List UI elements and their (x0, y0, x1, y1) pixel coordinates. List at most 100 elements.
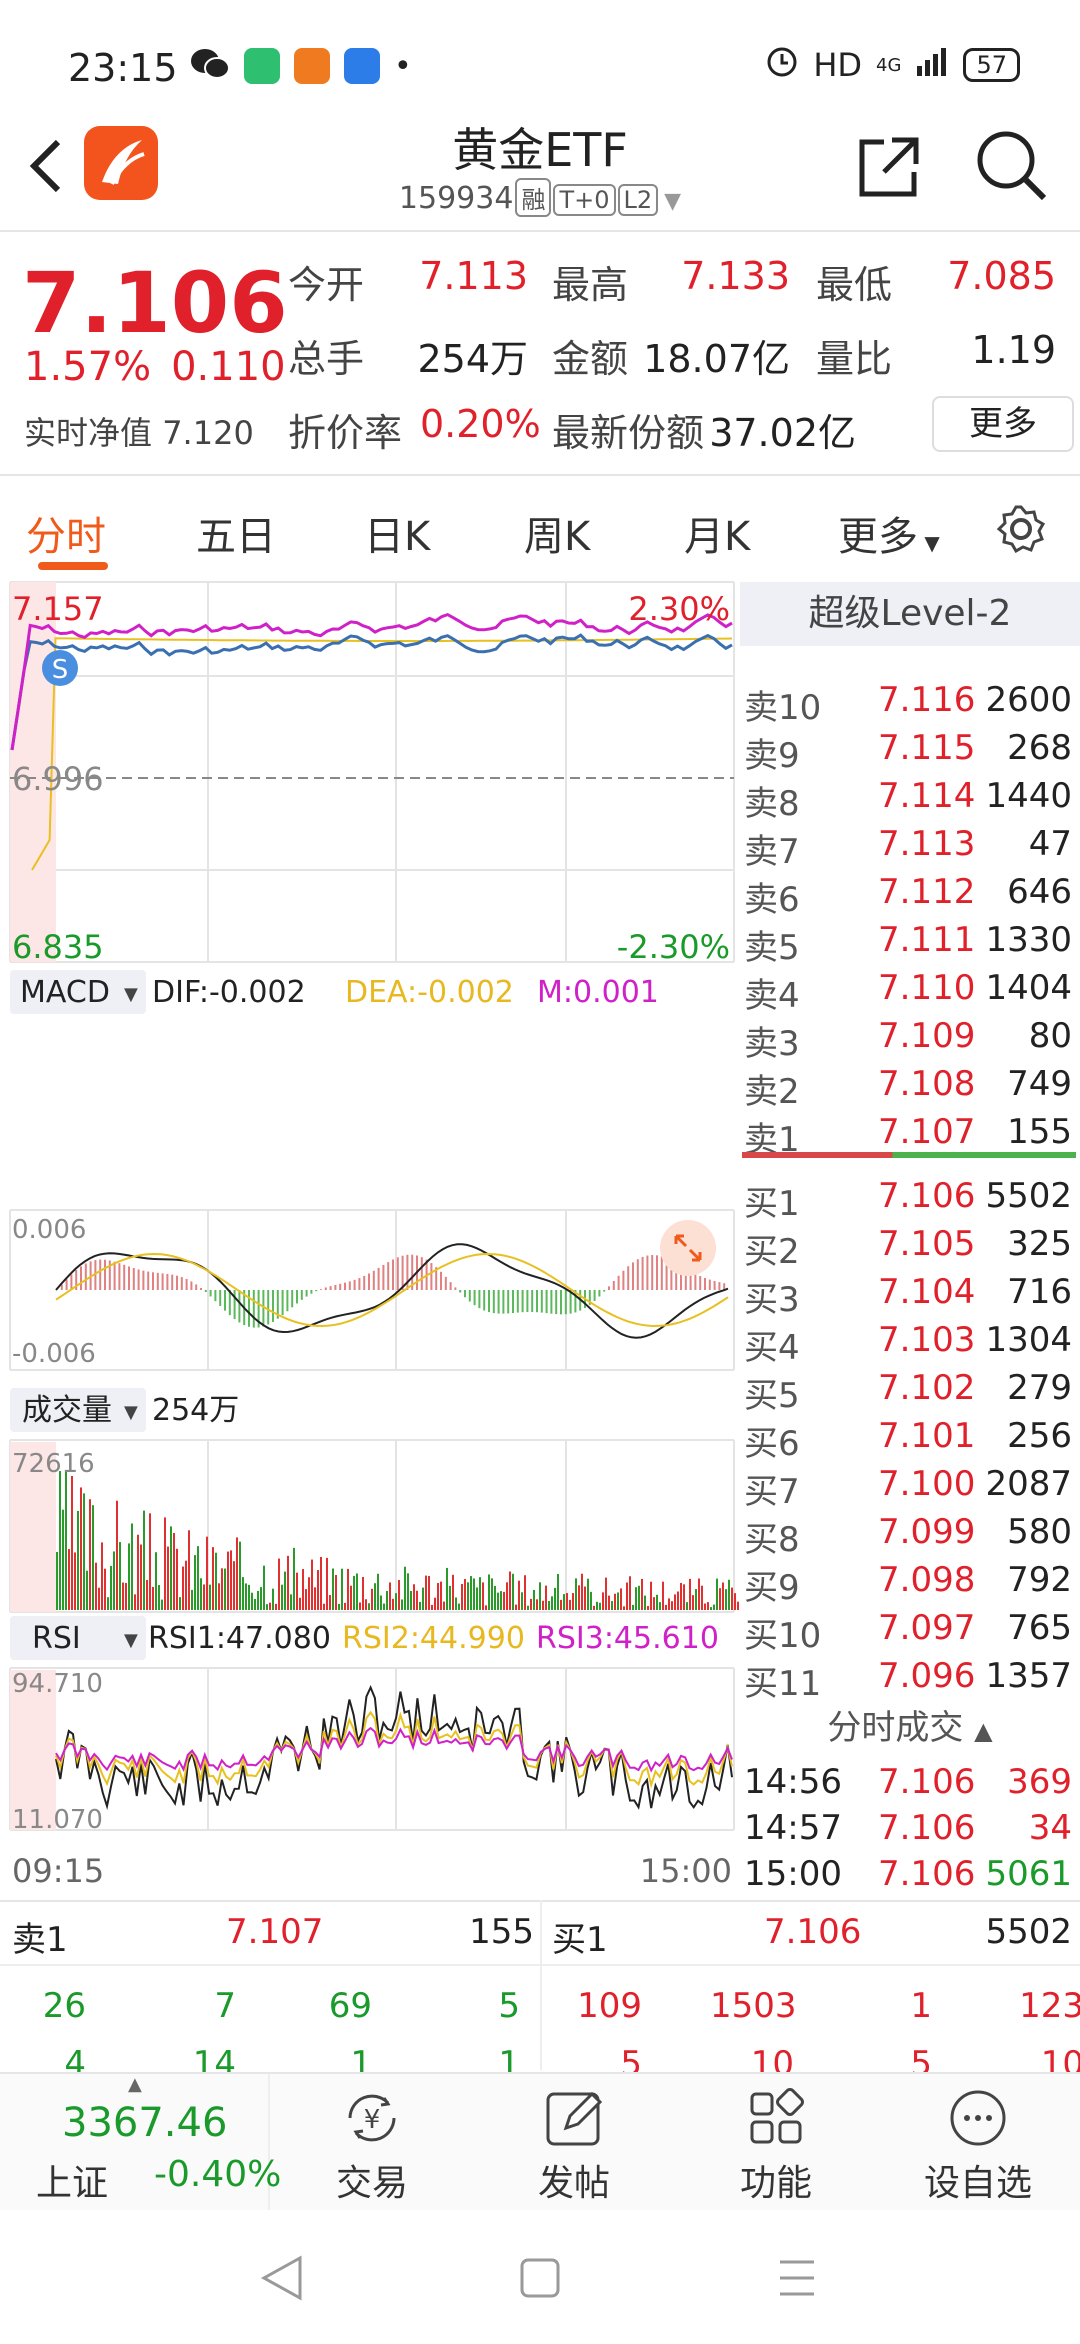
macd-bar (132, 1268, 135, 1290)
bid-row[interactable]: 买9 7.098 792 (740, 1560, 1080, 1608)
quote-field-value: 37.02亿 (709, 411, 856, 455)
app-notification-icon (294, 48, 330, 84)
ask-row[interactable]: 卖9 7.115 268 (740, 728, 1080, 776)
volume-bar (197, 1546, 199, 1610)
bid-row[interactable]: 买7 7.100 2087 (740, 1464, 1080, 1512)
tab-monthly-k[interactable]: 月K (684, 514, 751, 560)
macd-bar (387, 1262, 390, 1290)
index-ticker[interactable]: ▲ 3367.46 上证 -0.40% (0, 2074, 281, 2212)
quote-field-value: 18.07亿 (643, 337, 790, 381)
volume-selector[interactable] (10, 1388, 146, 1432)
rsi-selector[interactable] (10, 1616, 146, 1660)
volume-bar (311, 1559, 313, 1610)
sell-queue-cell: 26 (42, 1986, 86, 2026)
volume-bar (92, 1505, 94, 1610)
ask-row[interactable]: 卖7 7.113 47 (740, 824, 1080, 872)
ask-row[interactable]: 卖10 7.116 2600 (740, 680, 1080, 728)
ask-level: 卖8 (744, 784, 800, 824)
home-nav-icon[interactable] (520, 2258, 560, 2298)
time-start-label: 09:15 (12, 1852, 104, 1890)
volume-bar (287, 1555, 289, 1610)
menu-nav-icon[interactable] (780, 2260, 814, 2296)
trades-header-label: 分时成交 (827, 1708, 964, 1748)
ask-row[interactable]: 卖4 7.110 1404 (740, 968, 1080, 1016)
volume-bar (653, 1597, 655, 1610)
back-nav-icon[interactable] (260, 2255, 302, 2301)
bid-row[interactable]: 买2 7.105 325 (740, 1224, 1080, 1272)
bid-volume: 792 (1007, 1560, 1072, 1600)
tab-five-day[interactable]: 五日 (196, 514, 276, 560)
volume-bar (509, 1571, 511, 1610)
macd-selector[interactable] (10, 970, 146, 1014)
bid-level: 买9 (744, 1568, 800, 1608)
macd-bar (305, 1290, 308, 1297)
trades-header[interactable]: 分时成交 ▲ (740, 1700, 1080, 1749)
sell-marker[interactable] (42, 650, 78, 686)
macd-bar (454, 1287, 457, 1290)
more-button[interactable]: 更多 (932, 396, 1074, 452)
nav-functions-button[interactable]: 功能 (676, 2074, 876, 2212)
queue-buy-volume: 5502 (985, 1912, 1072, 1952)
nav-watchlist-button[interactable]: 设自选 (878, 2074, 1078, 2212)
macd-bar (675, 1262, 678, 1290)
index-change: -0.40% (154, 2154, 282, 2195)
macd-bar (608, 1286, 610, 1290)
volume-bar (698, 1578, 700, 1610)
tab-daily-k[interactable]: 日K (364, 514, 431, 560)
ask-row[interactable]: 卖2 7.108 749 (740, 1064, 1080, 1112)
volume-bar (710, 1607, 712, 1610)
volume-bar (680, 1582, 682, 1610)
ask-row[interactable]: 卖6 7.112 646 (740, 872, 1080, 920)
volume-bar (479, 1577, 481, 1610)
macd-bar (219, 1290, 222, 1306)
bid-row[interactable]: 买11 7.096 1357 (740, 1656, 1080, 1704)
nav-post-button[interactable]: 发帖 (474, 2074, 674, 2212)
volume-bar (218, 1583, 220, 1610)
volume-bar (212, 1547, 214, 1610)
macd-dea-line (55, 1252, 729, 1328)
ask-row[interactable]: 卖3 7.109 80 (740, 1016, 1080, 1064)
macd-bar (60, 1284, 63, 1290)
tab-more[interactable]: 更多 ▼ (838, 504, 940, 562)
ask-row[interactable]: 卖5 7.111 1330 (740, 920, 1080, 968)
bid-row[interactable]: 买4 7.103 1304 (740, 1320, 1080, 1368)
volume-bar (722, 1582, 724, 1610)
volume-bar (236, 1537, 238, 1610)
bid-row[interactable]: 买3 7.104 716 (740, 1272, 1080, 1320)
macd-bar (329, 1286, 332, 1290)
ask-row[interactable]: 卖8 7.114 1440 (740, 776, 1080, 824)
macd-bar (324, 1287, 327, 1290)
quote-field-label: 今开 (288, 263, 365, 307)
bid-price: 7.102 (878, 1368, 976, 1408)
macd-bar (646, 1255, 649, 1290)
bid-row[interactable]: 买10 7.097 765 (740, 1608, 1080, 1656)
volume-bar (149, 1513, 151, 1610)
share-button[interactable] (854, 132, 924, 202)
volume-bar (500, 1591, 502, 1610)
intraday-chart[interactable]: S 7.157 2.30% 6.996 6.835 -2.30% MACD ▼ … (0, 580, 740, 1900)
dropdown-icon[interactable]: ▼ (664, 189, 682, 214)
macd-bar (300, 1290, 303, 1300)
macd-bar (262, 1290, 265, 1327)
bid-row[interactable]: 买5 7.102 279 (740, 1368, 1080, 1416)
ask-row[interactable]: 卖1 7.107 155 (740, 1112, 1080, 1160)
tab-intraday[interactable]: 分时 (26, 514, 106, 560)
bid-row[interactable]: 买1 7.106 5502 (740, 1176, 1080, 1224)
volume-bar (650, 1581, 652, 1610)
tab-weekly-k[interactable]: 周K (524, 514, 591, 560)
macd-bar (348, 1281, 351, 1290)
ask-price: 7.112 (878, 872, 976, 912)
nav-trade-button[interactable]: ¥ 交易 (272, 2074, 472, 2212)
search-button[interactable] (972, 126, 1052, 206)
level2-header[interactable]: 超级Level-2 (740, 582, 1080, 646)
settings-button[interactable] (996, 504, 1046, 554)
macd-bar (104, 1259, 106, 1290)
back-button[interactable] (22, 130, 72, 200)
expand-button[interactable] (660, 1220, 716, 1276)
bid-row[interactable]: 买8 7.099 580 (740, 1512, 1080, 1560)
volume-bar (554, 1587, 556, 1610)
volume-bar (704, 1603, 706, 1610)
volume-bar (602, 1592, 604, 1610)
bid-row[interactable]: 买6 7.101 256 (740, 1416, 1080, 1464)
volume-bar (167, 1546, 169, 1610)
